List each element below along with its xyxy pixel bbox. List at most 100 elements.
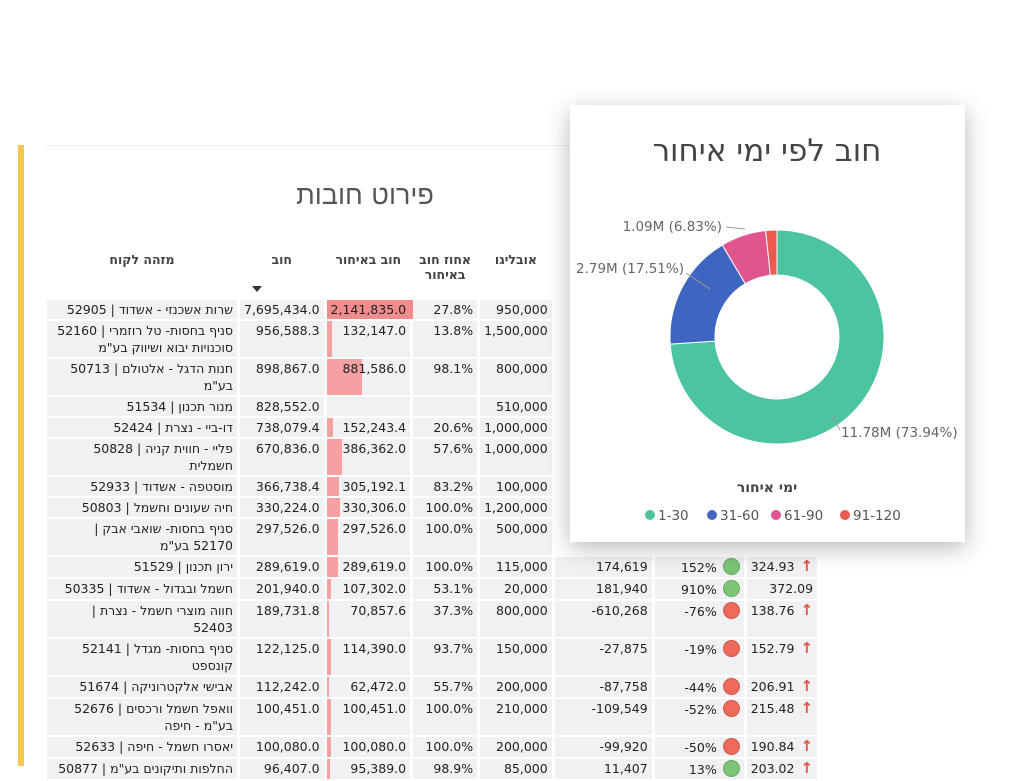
table-row: החלפות ותיקונים בע"מ | 50877 96,407.0 95,3… (47, 759, 818, 779)
cell-text: 324.93 (750, 559, 795, 574)
donut-slice (669, 229, 885, 445)
data-bar (326, 321, 332, 357)
trend-arrow: ↑ (800, 737, 814, 755)
table-cell: 190.84 ↑ (746, 737, 818, 757)
cell-text: 189,731.8 (255, 603, 320, 618)
trend-arrow: ↑ (800, 677, 814, 695)
table-cell: 510,000 (480, 397, 552, 416)
table-cell: 203.02 ↑ (746, 759, 818, 779)
table-cell: פליי - חווית קניה | 50828 חשמלית (47, 439, 237, 475)
table-row: חווה מוצרי חשמל - נצרת | 52403 189,731.8 7… (47, 601, 818, 637)
cell-text: 1,200,000 (484, 500, 548, 515)
cell-text: 500,000 (496, 521, 548, 536)
column-header: מזהה לקוח (47, 250, 237, 298)
cell-text: מנור תכנון | 51534 (126, 399, 234, 414)
data-bar (326, 498, 340, 517)
table-cell: 215.48 ↑ (746, 699, 818, 735)
cell-text: סניף בחסות- טל רוזמרי | 52160 סוכנויות י… (57, 323, 233, 355)
data-bar (326, 579, 331, 599)
table-cell: 100.0% (413, 737, 478, 757)
table-cell: 670,836.0 (240, 439, 324, 475)
leader-line (685, 272, 711, 290)
cell-text: 152,243.4 (342, 420, 407, 435)
cell-text: 62,472.0 (350, 679, 407, 694)
table-cell: 289,619.0 (240, 557, 324, 577)
table-cell: -50% (654, 737, 744, 757)
data-label: 1.09M (6.83%) (623, 219, 722, 235)
cell-text: 200,000 (496, 739, 548, 754)
table-cell: -87,758 (554, 677, 652, 697)
table-row: וואפל חשמל ורכסים | 52676 בע"מ - חיפה 100… (47, 699, 818, 735)
table-cell: סניף בחסות- טל רוזמרי | 52160 סוכנויות י… (47, 321, 237, 357)
cell-text: 27.8% (433, 302, 474, 317)
cell-text: 13.8% (433, 323, 474, 338)
table-cell: מוסטפה - אשדוד | 52933 (47, 477, 237, 496)
accent-bar (18, 145, 24, 766)
table-cell: 206.91 ↑ (746, 677, 818, 697)
table-cell: 112,242.0 (240, 677, 324, 697)
data-bar (326, 639, 332, 675)
cell-text: 181,940 (596, 581, 648, 596)
cell-text: 190.84 (750, 739, 795, 754)
table-cell: 62,472.0 (326, 677, 411, 697)
cell-text: 114,390.0 (342, 641, 407, 656)
cell-text: 13% (688, 762, 717, 777)
cell-text: 98.1% (433, 361, 474, 376)
table-cell: אבישי אלקטרוניקה | 51674 (47, 677, 237, 697)
sort-indicator[interactable] (251, 284, 265, 294)
cell-text: 950,000 (496, 302, 548, 317)
cell-text: 898,867.0 (255, 361, 320, 376)
table-cell: -27,875 (554, 639, 652, 675)
trend-arrow: ↑ (800, 639, 814, 657)
cell-text: 200,000 (496, 679, 548, 694)
cell-text: פליי - חווית קניה | 50828 חשמלית (93, 441, 233, 473)
donut-chart: חוב לפי ימי איחור ימי איחור 11.78M (73.9… (576, 133, 958, 524)
cell-text: שרות אשכנזי - אשדוד | 52905 (66, 302, 233, 317)
table-cell: 122,125.0 (240, 639, 324, 675)
cell-text: 138.76 (750, 603, 795, 618)
table-cell: 107,302.0 (326, 579, 411, 599)
cell-text: חיה שעונים וחשמל | 50803 (81, 500, 233, 515)
cell-text: 289,619.0 (342, 559, 407, 574)
table-cell: 93.7% (413, 639, 478, 675)
cell-text: יאסרו חשמל - חיפה | 52633 (75, 739, 233, 754)
table-cell: 100.0% (413, 557, 478, 577)
cell-text: 100,451.0 (255, 701, 320, 716)
cell-text: 96,407.0 (263, 761, 320, 776)
table-cell: 100,080.0 (326, 737, 411, 757)
cell-text: חווה מוצרי חשמל - נצרת | 52403 (91, 603, 233, 635)
cell-text: 956,588.3 (255, 323, 320, 338)
legend-marker (771, 510, 781, 520)
cell-text: 55.7% (433, 679, 474, 694)
cell-text: דו-ביי - נצרת | 52424 (113, 420, 233, 435)
cell-text: 98.9% (433, 761, 474, 776)
cell-text: 100,080.0 (342, 739, 407, 754)
legend-marker (645, 510, 655, 520)
table-cell: 305,192.1 (326, 477, 411, 496)
cell-text: 201,940.0 (255, 581, 320, 596)
cell-text: סניף בחסות- שואבי אבק | 52170 בע"מ (94, 521, 233, 553)
table-cell: 100.0% (413, 699, 478, 735)
table-cell: 70,857.6 (326, 601, 411, 637)
table-cell: 297,526.0 (326, 519, 411, 555)
cell-text: 1,000,000 (484, 441, 548, 456)
trend-arrow: ↑ (800, 601, 814, 619)
column-header: אובליגו (480, 250, 552, 298)
cell-text: 881,586.0 (342, 361, 407, 376)
table-cell: 174,619 (554, 557, 652, 577)
trend-arrow: ↑ (800, 759, 814, 777)
table-cell: 289,619.0 (326, 557, 411, 577)
data-bar (326, 737, 331, 757)
table-row: חשמל ובגדול - אשדוד | 50335 201,940.0 107,… (47, 579, 818, 599)
cell-text: 800,000 (496, 361, 548, 376)
table-cell: שרות אשכנזי - אשדוד | 52905 (47, 300, 237, 319)
column-header: חוב באיחור (326, 250, 411, 298)
legend-label: 91-120 (853, 508, 901, 524)
table-cell: 132,147.0 (326, 321, 411, 357)
table-cell: 800,000 (480, 359, 552, 395)
table-row: יאסרו חשמל - חיפה | 52633 100,080.0 100,08… (47, 737, 818, 757)
cell-text: אבישי אלקטרוניקה | 51674 (79, 679, 233, 694)
cell-text: -87,758 (599, 679, 648, 694)
table-cell: 138.76 ↑ (746, 601, 818, 637)
table-cell: וואפל חשמל ורכסים | 52676 בע"מ - חיפה (47, 699, 237, 735)
